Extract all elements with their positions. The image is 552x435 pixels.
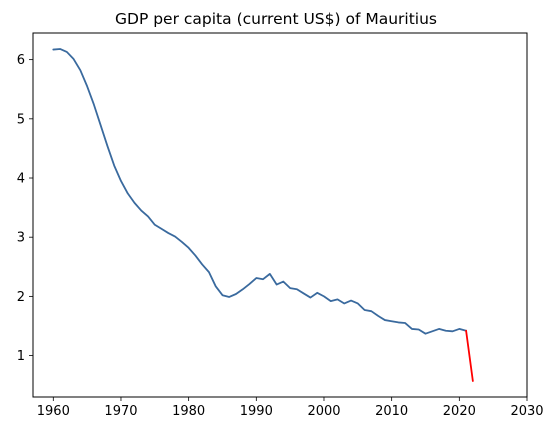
y-tick-label: 5 [17,112,25,127]
x-axis: 1960 1970 1980 1990 2000 2010 2020 2030 [37,397,544,419]
x-tick-label: 2030 [510,404,543,419]
x-tick-label: 1960 [37,404,70,419]
series-line-2 [465,329,474,382]
y-tick-label: 4 [17,172,25,187]
plot-frame [32,32,528,398]
y-tick-label: 1 [17,349,25,364]
y-tick-label: 3 [17,231,25,246]
x-tick-label: 2010 [375,404,408,419]
series-line-1 [52,48,468,335]
x-tick-label: 2020 [443,404,476,419]
y-axis: 1 2 3 4 5 6 [17,53,33,364]
y-tick-label: 2 [17,290,25,305]
x-tick-label: 1980 [172,404,205,419]
chart-title: GDP per capita (current US$) of Mauritiu… [115,10,437,28]
x-tick-label: 2000 [307,404,340,419]
x-tick-label: 1970 [104,404,137,419]
series-layer [52,48,474,382]
y-tick-label: 6 [17,53,25,68]
x-tick-label: 1990 [240,404,273,419]
